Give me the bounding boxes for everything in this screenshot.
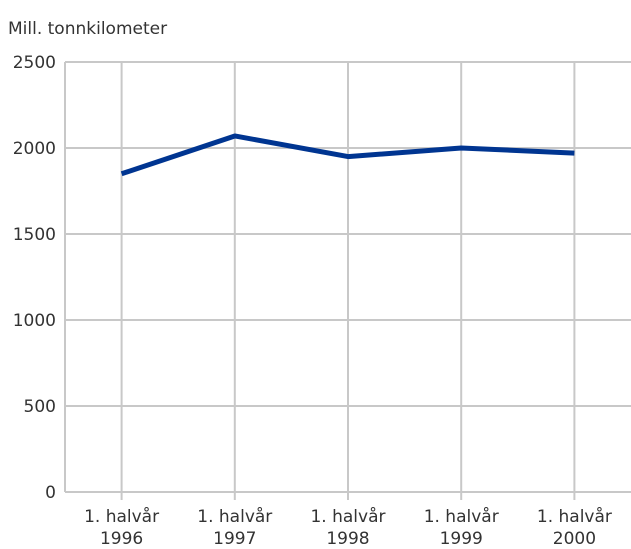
y-tick-label: 500: [24, 397, 56, 417]
y-tick-label: 2000: [13, 139, 56, 159]
line: [120, 133, 575, 177]
y-tick-label: 1500: [13, 225, 56, 245]
y-tick-label: 2500: [13, 53, 56, 73]
y-tick-label: 1000: [13, 311, 56, 331]
x-tick-label: 1. halvår 1999: [424, 506, 499, 549]
y-tick-label: 0: [45, 483, 56, 503]
x-tick-label: 1. halvår 1996: [84, 506, 159, 549]
x-tick-label: 1. halvår 1997: [197, 506, 272, 549]
y-axis-label: Mill. tonnkilometer: [8, 19, 167, 39]
x-tick-label: 1. halvår 2000: [537, 506, 612, 549]
x-tick-label: 1. halvår 1998: [310, 506, 385, 549]
